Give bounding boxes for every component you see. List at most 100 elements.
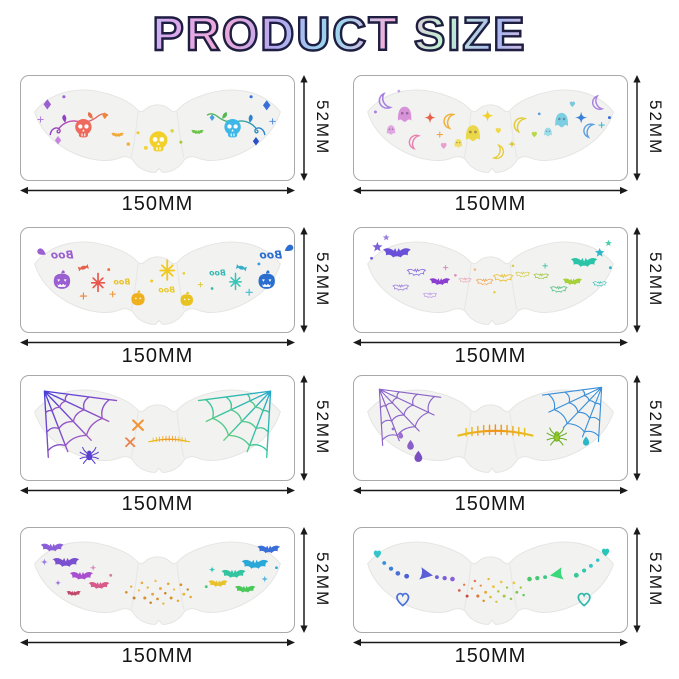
height-arrow	[300, 75, 308, 181]
dot	[373, 110, 377, 114]
sticker-design-pumpkins-boo: Boo Boo Boo Boo	[34, 241, 294, 325]
size-spec-cell-6: 52MM 150MM	[353, 375, 679, 525]
dot	[249, 95, 253, 99]
boo-lettering: Boo	[114, 278, 131, 287]
height-dimension-label: 52MM	[313, 100, 332, 156]
height-arrow	[300, 527, 308, 633]
die-cut-crease	[130, 111, 185, 158]
size-spec-cell-5: 52MM 150MM	[20, 375, 350, 525]
width-dimension-label: 150MM	[454, 345, 527, 367]
width-dimension-label: 150MM	[454, 493, 527, 515]
width-dimension-label: 150MM	[121, 193, 194, 215]
dot	[537, 112, 541, 116]
die-cut-crease	[130, 563, 185, 610]
dot	[204, 585, 208, 589]
star-icon	[372, 241, 383, 252]
width-arrow	[353, 638, 628, 647]
sticker-card	[353, 227, 628, 333]
star-icon	[382, 234, 390, 241]
sticker-design-bats-stars	[367, 234, 614, 325]
width-arrow	[353, 486, 628, 495]
size-spec-cell-4: 52MM 150MM	[353, 227, 679, 377]
height-arrow	[633, 75, 641, 181]
dot	[608, 266, 612, 270]
dot	[257, 262, 261, 266]
dot	[493, 291, 496, 294]
size-spec-cell-3: Boo Boo Boo Boo	[20, 227, 350, 377]
sticker-base-shape	[34, 541, 281, 625]
dot	[126, 142, 131, 146]
bats-stars-motifs	[370, 234, 612, 298]
dot-trail	[434, 575, 455, 582]
dot	[150, 279, 154, 283]
sticker-design-web-scar-spider	[367, 386, 614, 473]
dot	[109, 573, 113, 577]
height-arrow	[633, 227, 641, 333]
boo-lettering: Boo	[209, 268, 226, 277]
web-scar-spider-motifs	[378, 386, 603, 463]
dot	[391, 427, 395, 431]
width-dimension-label: 150MM	[121, 345, 194, 367]
pumpkins-boo-motifs: Boo Boo Boo Boo	[36, 243, 294, 306]
height-dimension-label: 52MM	[313, 400, 332, 456]
sticker-design-skulls-vines	[34, 89, 281, 173]
sticker-card	[20, 375, 295, 481]
dot-arrows-motifs	[373, 548, 610, 607]
dot	[143, 145, 148, 150]
boo-lettering: Boo	[51, 249, 74, 261]
sticker-card	[353, 75, 628, 181]
size-spec-cell-1: 52MM 150MM	[20, 75, 350, 225]
dot	[170, 129, 174, 133]
die-cut-crease	[130, 263, 185, 310]
dot	[454, 273, 457, 277]
dot	[62, 95, 66, 99]
height-arrow	[300, 375, 308, 481]
boo-lettering: Boo	[259, 249, 282, 261]
height-dimension-label: 52MM	[313, 552, 332, 608]
die-cut-crease	[463, 563, 518, 610]
sticker-card: Boo Boo Boo Boo	[20, 227, 295, 333]
dot	[136, 131, 140, 135]
size-spec-cell-2: 52MM 150MM	[353, 75, 679, 225]
sticker-card	[20, 75, 295, 181]
sticker-design-corner-webs	[34, 389, 281, 473]
height-dimension-label: 52MM	[646, 552, 665, 608]
sticker-base-shape	[367, 89, 614, 173]
height-arrow	[300, 227, 308, 333]
die-cut-crease	[130, 411, 185, 458]
boo-lettering: Boo	[158, 285, 175, 294]
width-arrow	[20, 638, 295, 647]
width-dimension-label: 150MM	[454, 645, 527, 667]
width-arrow	[20, 338, 295, 347]
width-dimension-label: 150MM	[121, 493, 194, 515]
sticker-base-shape	[34, 89, 281, 173]
dot	[179, 140, 183, 144]
dot-trail	[382, 561, 410, 579]
sticker-card	[353, 375, 628, 481]
dot-trail	[527, 575, 548, 582]
ghosts-moons-motifs	[373, 89, 611, 162]
star-icon	[605, 239, 612, 247]
height-arrow	[633, 375, 641, 481]
sticker-design-bats-freckles	[34, 541, 281, 625]
dot-trail	[573, 558, 600, 578]
height-arrow	[633, 527, 641, 633]
sticker-base-shape	[34, 389, 281, 473]
dot	[511, 264, 515, 268]
size-spec-cell-8: 52MM 150MM	[353, 527, 679, 677]
width-dimension-label: 150MM	[454, 193, 527, 215]
sticker-design-dot-arrows	[367, 541, 614, 625]
bats-freckles-motifs	[40, 543, 281, 605]
height-dimension-label: 52MM	[646, 252, 665, 308]
sticker-base-shape	[367, 541, 614, 625]
width-dimension-label: 150MM	[121, 645, 194, 667]
sticker-card	[353, 527, 628, 633]
dot	[107, 268, 111, 272]
height-dimension-label: 52MM	[313, 252, 332, 308]
size-spec-cell-7: 52MM 150MM	[20, 527, 350, 677]
dot	[210, 287, 214, 290]
die-cut-crease	[463, 411, 518, 458]
dot	[473, 268, 477, 271]
sticker-card	[20, 527, 295, 633]
